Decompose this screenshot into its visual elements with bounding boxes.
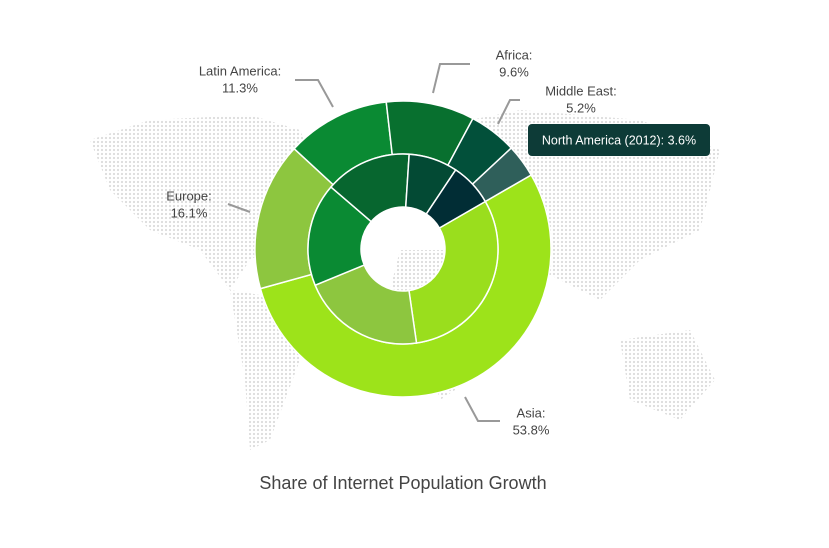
labels: Asia: 53.8% Europe: 16.1% Latin America: 11.3… bbox=[166, 47, 617, 437]
slice bbox=[425, 168, 487, 230]
value-label: 9.6% bbox=[499, 64, 529, 79]
connector bbox=[432, 63, 470, 94]
category-label: Africa: bbox=[496, 47, 533, 62]
connectors bbox=[227, 63, 520, 422]
category-label: Middle East: bbox=[545, 83, 617, 98]
rings bbox=[254, 100, 552, 398]
connector bbox=[497, 99, 520, 125]
chart-title: Share of Internet Population Growth bbox=[259, 473, 546, 493]
tooltip-box bbox=[528, 124, 710, 156]
value-label: 16.1% bbox=[171, 205, 208, 220]
category-label: Latin America: bbox=[199, 63, 281, 78]
category-label: Asia: bbox=[517, 405, 546, 420]
value-label: 53.8% bbox=[513, 422, 550, 437]
category-label: Europe: bbox=[166, 188, 212, 203]
slice bbox=[408, 200, 499, 344]
tooltip: North America (2012): 3.6% bbox=[528, 124, 710, 156]
connector bbox=[464, 396, 500, 422]
value-label: 11.3% bbox=[222, 80, 258, 95]
connector bbox=[295, 79, 334, 108]
connector bbox=[227, 203, 251, 213]
value-label: 5.2% bbox=[566, 100, 596, 115]
slice bbox=[314, 264, 418, 345]
tooltip-text: North America (2012): 3.6% bbox=[542, 133, 696, 147]
